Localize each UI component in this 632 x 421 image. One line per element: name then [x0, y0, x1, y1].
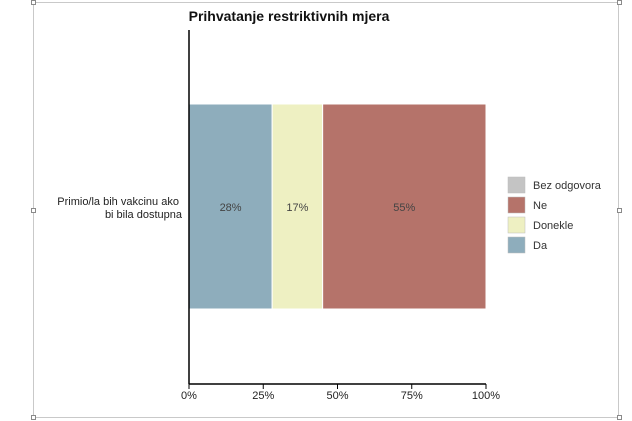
bar-segment-da: [188, 103, 273, 310]
chart-title: Prihvatanje restriktivnih mjera: [189, 8, 390, 24]
legend-label-donekle: Donekle: [533, 220, 573, 232]
x-axis-ticks: 0% 25% 50% 75% 100%: [181, 384, 500, 402]
resize-handle-bottom-right[interactable]: [617, 415, 622, 420]
legend-swatch-donekle: [507, 216, 526, 234]
category-label-line-2: bi bila dostupna: [105, 209, 183, 221]
value-labels: 28% 17% 55%: [220, 202, 416, 214]
x-tick-label: 50%: [326, 390, 348, 402]
legend-label-da: Da: [533, 240, 548, 252]
legend-swatch-da: [507, 236, 526, 254]
x-tick-label: 75%: [401, 390, 423, 402]
resize-handle-top-right[interactable]: [617, 0, 622, 5]
legend-swatch-bez-odgovora: [507, 176, 526, 194]
category-label: Primio/la bih vakcinu ako bi bila dostup…: [57, 196, 183, 221]
resize-handle-top-left[interactable]: [31, 0, 36, 5]
bar-segments: [188, 103, 487, 310]
value-label-donekle: 17%: [286, 202, 308, 214]
legend-label-bez-odgovora: Bez odgovora: [533, 180, 602, 192]
resize-handle-bottom-left[interactable]: [31, 415, 36, 420]
x-tick-label: 25%: [252, 390, 274, 402]
resize-handle-right[interactable]: [617, 208, 622, 213]
legend-label-ne: Ne: [533, 200, 547, 212]
resize-handle-left[interactable]: [31, 208, 36, 213]
bar-segment-donekle: [271, 103, 324, 310]
x-tick-label: 0%: [181, 390, 197, 402]
x-tick-label: 100%: [472, 390, 500, 402]
value-label-ne: 55%: [393, 202, 415, 214]
bar-segment-ne: [322, 103, 487, 310]
legend: Bez odgovora Ne Donekle Da: [507, 176, 602, 254]
value-label-da: 28%: [220, 202, 242, 214]
legend-swatch-ne: [507, 196, 526, 214]
category-label-line-1: Primio/la bih vakcinu ako: [57, 196, 179, 208]
